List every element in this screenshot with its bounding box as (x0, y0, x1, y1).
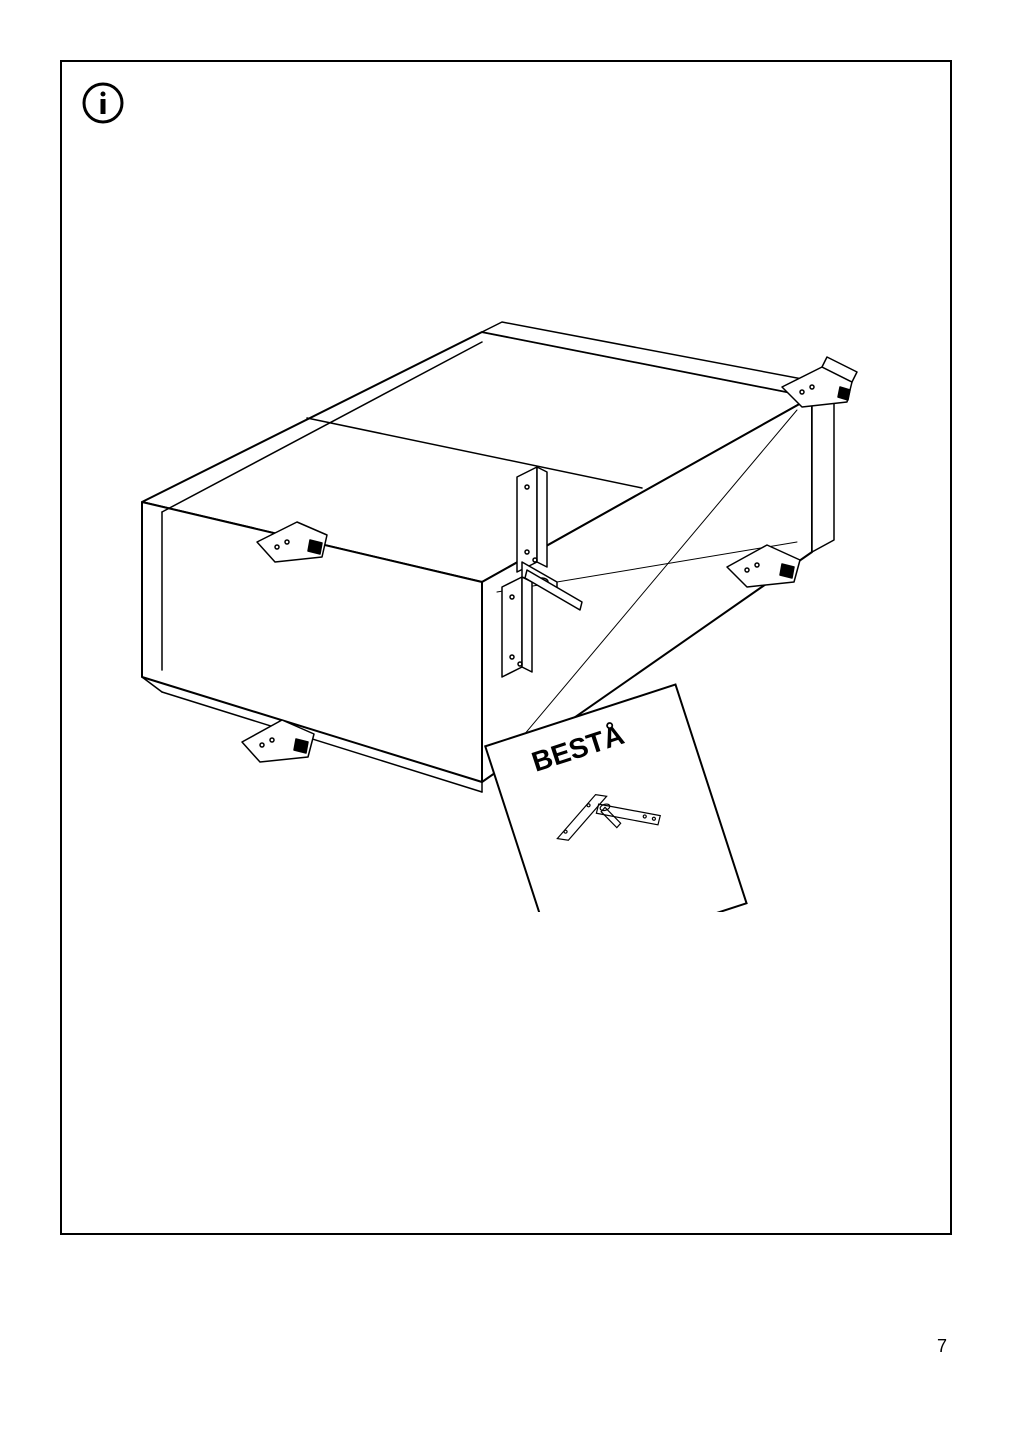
instruction-page-frame: BESTÅ (60, 60, 952, 1235)
page-number: 7 (937, 1336, 947, 1357)
info-icon (82, 82, 124, 124)
furniture-assembly-illustration: BESTÅ (82, 192, 934, 912)
